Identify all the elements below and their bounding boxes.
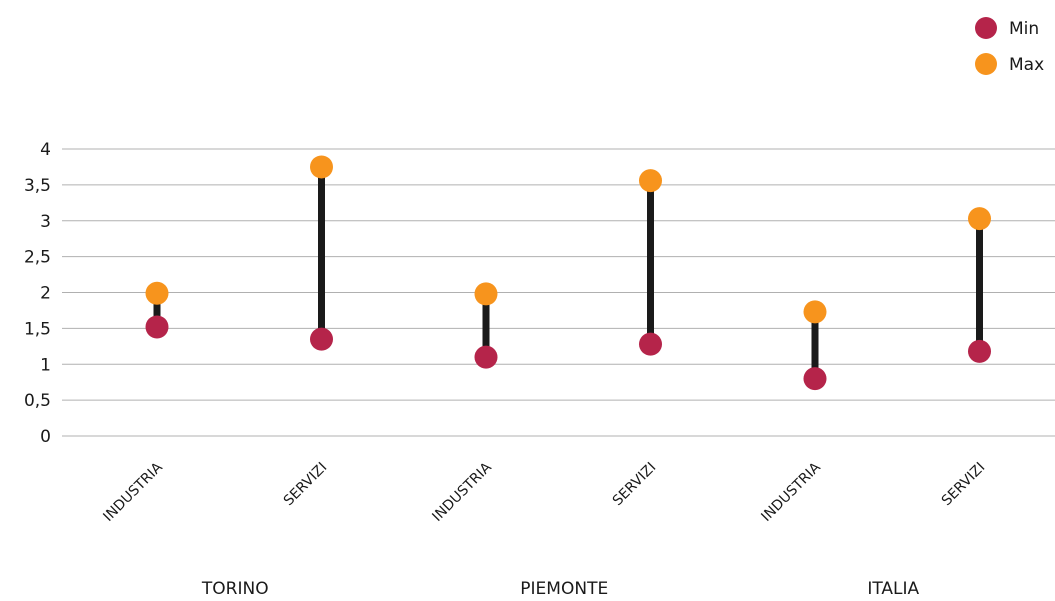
y-tick-label: 0,5 — [24, 391, 51, 411]
legend-label: Min — [1009, 19, 1039, 39]
min-point — [310, 327, 333, 351]
connectors — [153, 166, 983, 379]
group-label: ITALIA — [867, 579, 919, 599]
min-point — [803, 367, 827, 391]
max-point — [639, 169, 662, 193]
y-axis-ticks: 0 0,5 1 1,5 2 2,5 3 3,5 4 — [24, 140, 51, 447]
x-tick-label: INDUSTRIA — [758, 459, 824, 525]
x-tick-label: INDUSTRIA — [100, 459, 166, 525]
y-tick-label: 3,5 — [24, 176, 51, 196]
max-point — [968, 207, 991, 231]
legend-label: Max — [1009, 55, 1044, 75]
y-tick-label: 1,5 — [24, 319, 51, 339]
x-tick-label: SERVIZI — [939, 460, 989, 510]
legend: Min Max — [975, 17, 1044, 75]
x-tick-label: SERVIZI — [281, 460, 331, 510]
max-point — [474, 282, 498, 306]
group-label: PIEMONTE — [520, 579, 608, 599]
min-point — [968, 339, 991, 363]
y-tick-label: 3 — [40, 212, 51, 232]
min-point — [474, 345, 498, 369]
x-axis-ticks: INDUSTRIA SERVIZI INDUSTRIA SERVIZI INDUSTRI… — [100, 459, 988, 525]
min-point — [145, 315, 169, 339]
legend-marker — [975, 53, 997, 75]
legend-marker — [975, 17, 997, 39]
grid-lines — [62, 148, 1055, 437]
x-tick-label: INDUSTRIA — [429, 459, 495, 525]
x-tick-label: SERVIZI — [610, 460, 660, 510]
y-tick-label: 1 — [40, 355, 51, 375]
max-point — [145, 281, 169, 305]
y-tick-label: 2 — [40, 284, 51, 304]
group-label: TORINO — [201, 579, 269, 599]
data-points — [145, 155, 991, 391]
group-labels: TORINO PIEMONTE ITALIA — [201, 579, 920, 599]
y-tick-label: 4 — [40, 140, 51, 160]
y-tick-label: 0 — [40, 427, 51, 447]
min-point — [639, 332, 662, 356]
max-point — [310, 155, 333, 179]
y-tick-label: 2,5 — [24, 248, 51, 268]
max-point — [803, 300, 827, 324]
